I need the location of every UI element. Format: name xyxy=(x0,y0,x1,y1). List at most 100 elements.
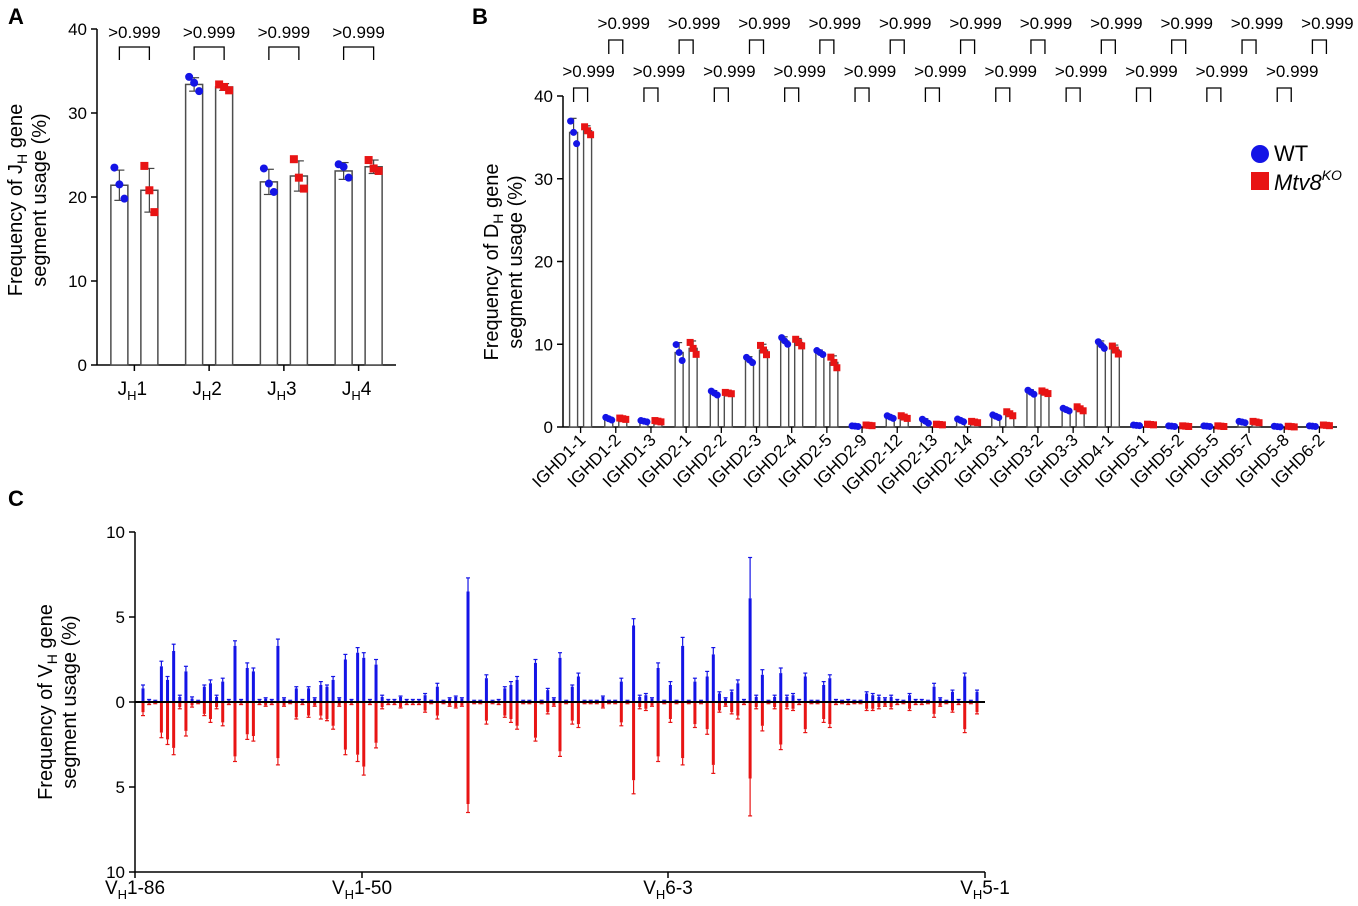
y-tick-label-c: 5 xyxy=(116,608,125,627)
bar-c-wt xyxy=(883,698,887,702)
bar-c-ko xyxy=(264,702,268,706)
bar-c-ko xyxy=(803,702,807,730)
point-b-ko xyxy=(1220,423,1228,431)
point-b-ko xyxy=(1290,423,1298,431)
bar-c-wt xyxy=(533,662,537,702)
point-b-ko xyxy=(1114,350,1122,358)
point-b-ko xyxy=(584,127,592,135)
bar-c-wt xyxy=(865,693,869,702)
p-value-b: >0.999 xyxy=(773,62,825,81)
bar-c-wt xyxy=(515,679,519,702)
bar-c-wt xyxy=(380,696,384,702)
bar-c-ko xyxy=(975,702,979,713)
bar-c-ko xyxy=(313,702,317,706)
point-a-wt xyxy=(190,78,199,87)
bar-c-ko xyxy=(773,702,777,708)
bar-c-wt xyxy=(632,625,636,702)
svg-text:segment usage (%): segment usage (%) xyxy=(29,113,51,286)
sig-bracket-b xyxy=(959,39,976,54)
bar-c-ko xyxy=(307,702,311,716)
bar-c-wt xyxy=(754,696,758,702)
bar-c-wt xyxy=(748,598,752,702)
y-tick-label-c: 10 xyxy=(106,523,125,542)
bar-c-ko xyxy=(331,702,335,726)
y-tick-label-c: 5 xyxy=(116,778,125,797)
bar-c-wt xyxy=(889,696,893,702)
sig-bracket-b xyxy=(819,39,835,54)
bar-c-wt xyxy=(791,695,795,702)
point-b-wt xyxy=(1136,422,1143,430)
bar-c-wt xyxy=(276,645,280,702)
sig-bracket-b xyxy=(995,87,1011,102)
bar-c-wt xyxy=(221,681,225,702)
p-value-b: >0.999 xyxy=(633,62,685,81)
bar-c-ko xyxy=(215,702,219,708)
bar-c-wt xyxy=(294,688,298,702)
bar-c-wt xyxy=(552,698,556,702)
bar-c-ko xyxy=(638,702,642,708)
bar-c-ko xyxy=(337,702,341,706)
bar-c-ko xyxy=(736,702,740,716)
bar-c-wt xyxy=(570,686,574,702)
bar-c-wt xyxy=(184,671,188,702)
svg-text:segment usage (%): segment usage (%) xyxy=(505,175,527,348)
bar-c-wt xyxy=(337,698,341,702)
bar-c-ko xyxy=(172,702,176,748)
bar-c-wt xyxy=(190,698,194,702)
bar-c-wt xyxy=(932,686,936,702)
bar-c-wt xyxy=(245,668,249,702)
point-b-ko xyxy=(581,123,589,131)
bar-c-ko xyxy=(460,702,464,706)
y-tick-label-a: 20 xyxy=(68,188,87,207)
point-b-wt xyxy=(567,117,575,125)
point-a-ko xyxy=(225,86,234,95)
sig-bracket-b xyxy=(748,39,765,54)
bar-b-wt xyxy=(779,340,790,428)
p-value-b: >0.999 xyxy=(668,14,720,33)
point-b-wt xyxy=(1206,423,1214,431)
sig-bracket-b xyxy=(1241,39,1257,54)
point-b-wt xyxy=(1276,423,1284,431)
bar-c-wt xyxy=(828,678,832,702)
sig-bracket-b xyxy=(924,87,941,102)
bar-c-wt xyxy=(233,645,237,702)
bar-c-ko xyxy=(877,702,881,708)
bar-c-wt xyxy=(773,696,777,702)
bar-c-wt xyxy=(638,696,642,702)
point-a-wt xyxy=(115,180,124,189)
svg-text:Frequency of DH gene: Frequency of DH gene xyxy=(481,164,506,361)
point-b-ko xyxy=(760,346,767,354)
point-a-ko xyxy=(220,82,229,91)
x-tick-label-a: JH2 xyxy=(192,379,221,403)
bar-b-ko xyxy=(688,347,698,428)
bar-c-wt xyxy=(178,696,182,702)
bar-c-ko xyxy=(908,702,912,709)
bar-c-ko xyxy=(552,702,556,706)
bar-c-wt xyxy=(423,695,427,702)
bar-c-wt xyxy=(374,664,378,702)
x-tick-label-a: JH3 xyxy=(267,379,296,403)
p-value-b: >0.999 xyxy=(738,14,790,33)
bar-a-ko xyxy=(364,166,383,366)
point-b-ko xyxy=(868,422,876,430)
bar-c-ko xyxy=(656,702,660,757)
point-a-ko xyxy=(294,173,303,182)
bar-c-wt xyxy=(399,696,403,702)
bar-c-ko xyxy=(374,702,378,743)
bar-c-wt xyxy=(871,695,875,702)
bar-c-wt xyxy=(251,671,255,702)
bar-b-ko xyxy=(1110,349,1121,428)
point-b-wt xyxy=(573,140,581,148)
bar-c-wt xyxy=(705,676,709,702)
point-b-ko xyxy=(692,350,700,358)
sig-bracket-a xyxy=(118,46,151,60)
legend: WT Mtv8KO xyxy=(1251,141,1342,195)
y-tick-label-b: 0 xyxy=(544,418,553,437)
point-b-ko xyxy=(974,419,982,427)
bar-c-ko xyxy=(717,702,721,711)
y-tick-label-a: 0 xyxy=(78,356,87,375)
bar-b-wt xyxy=(568,131,579,428)
p-value-b: >0.999 xyxy=(1160,14,1212,33)
point-a-ko xyxy=(215,80,224,89)
sig-bracket-a xyxy=(268,46,300,60)
